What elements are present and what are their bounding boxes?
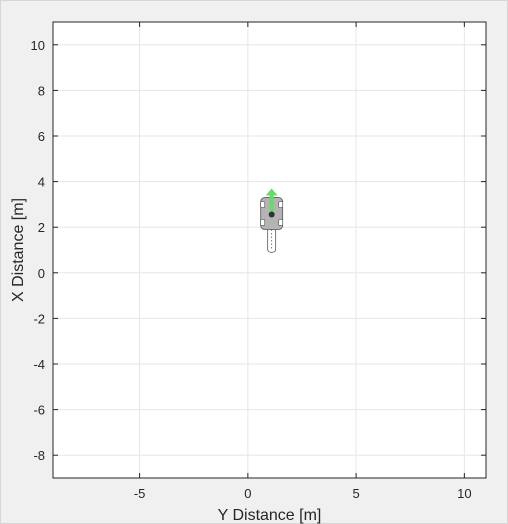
hitch-point xyxy=(268,211,275,218)
heading-arrow-head xyxy=(265,188,278,196)
y-tick-label: -4 xyxy=(33,357,45,372)
x-tick-label: 0 xyxy=(244,486,251,501)
x-tick-label: -5 xyxy=(134,486,146,501)
x-tick-label: 5 xyxy=(352,486,359,501)
x-tick-label: 10 xyxy=(457,486,471,501)
plot-frame xyxy=(52,21,487,479)
y-tick-label: 4 xyxy=(38,175,45,190)
wheel xyxy=(278,219,283,226)
y-tick-label: 0 xyxy=(38,266,45,281)
grid xyxy=(53,22,486,478)
y-tick-label: 10 xyxy=(31,38,45,53)
y-tick-label: 2 xyxy=(38,220,45,235)
axis-ticks: -5 0 5 10 -8 -6 -4 -2 0 2 4 6 8 10 xyxy=(31,22,486,501)
trailer-body xyxy=(267,227,277,253)
wheel xyxy=(260,219,265,226)
y-tick-label: -6 xyxy=(33,403,45,418)
x-axis-label: Y Distance [m] xyxy=(218,507,322,524)
ego-vehicle xyxy=(260,188,284,253)
y-tick-label: 8 xyxy=(38,83,45,98)
y-tick-label: -8 xyxy=(33,448,45,463)
wheel xyxy=(278,201,283,208)
y-tick-label: 6 xyxy=(38,129,45,144)
wheel xyxy=(260,201,265,208)
y-axis-label: X Distance [m] xyxy=(10,198,27,302)
y-tick-label: -2 xyxy=(33,311,45,326)
